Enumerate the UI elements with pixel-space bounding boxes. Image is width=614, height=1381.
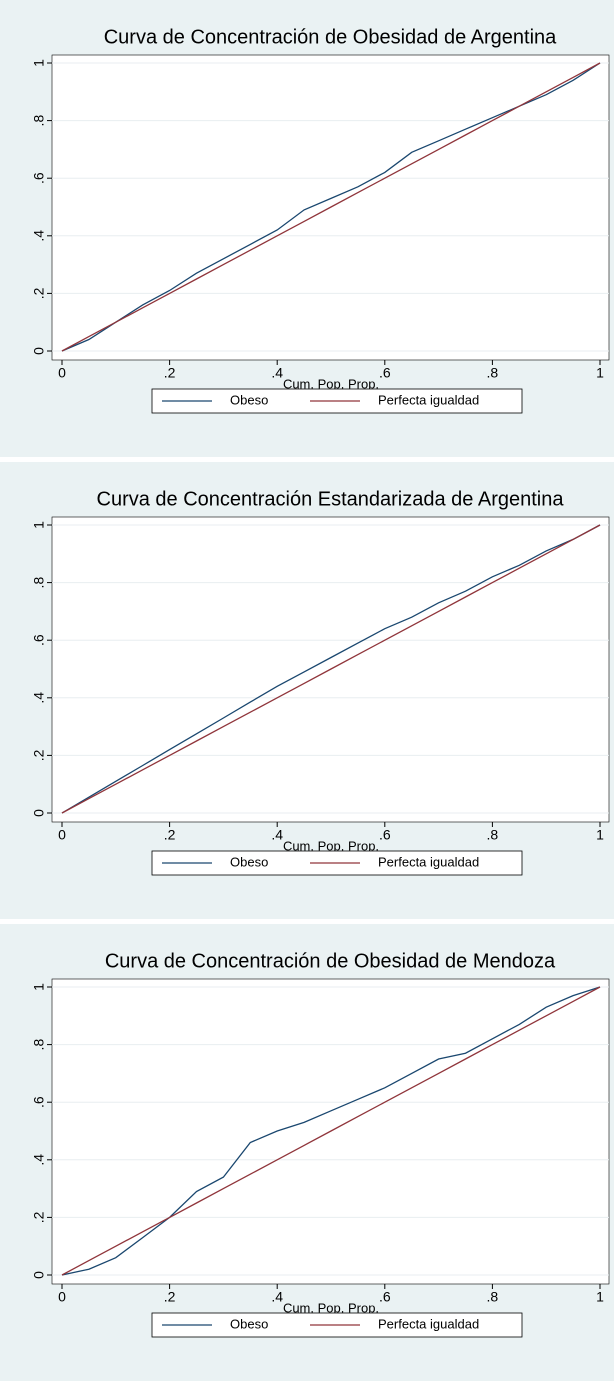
series-line [61,986,601,1276]
x-tick-label: .6 [379,365,391,381]
series-line [61,524,601,814]
x-axis-label: Cum. Pop. Prop. [283,838,379,853]
x-tick-label: .4 [271,1289,283,1305]
legend-label: Obeso [230,392,268,407]
y-tick-label: 0 [31,1271,47,1279]
y-tick-label: .2 [31,749,47,761]
y-tick-label: 1 [31,59,47,67]
y-tick-label: .8 [31,577,47,589]
x-tick-label: .6 [379,1289,391,1305]
y-tick-label: .2 [31,287,47,299]
y-tick-label: .6 [31,1096,47,1108]
x-axis-label: Cum. Pop. Prop. [283,1300,379,1315]
x-tick-label: .8 [487,827,499,843]
x-tick-label: .2 [164,1289,176,1305]
legend-label: Obeso [230,1316,268,1331]
x-tick-label: .2 [164,827,176,843]
x-axis-label: Cum. Pop. Prop. [283,376,379,391]
y-tick-label: .4 [31,230,47,242]
y-tick-label: 1 [31,983,47,991]
series-line [61,524,601,814]
series-line [61,986,601,1276]
y-tick-label: .8 [31,115,47,127]
series-line [61,62,601,352]
x-tick-label: 1 [596,365,604,381]
x-tick-label: 0 [58,1289,66,1305]
y-tick-label: 0 [31,347,47,355]
x-tick-label: .4 [271,827,283,843]
legend-box [151,850,523,876]
x-tick-label: .8 [487,365,499,381]
x-tick-label: 0 [58,827,66,843]
y-tick-label: 0 [31,809,47,817]
y-tick-label: .6 [31,172,47,184]
y-tick-label: .4 [31,1154,47,1166]
legend-label: Perfecta igualdad [378,392,479,407]
x-tick-label: 1 [596,827,604,843]
chart-title: Curva de Concentración de Obesidad de Me… [105,950,556,972]
y-tick-label: .4 [31,692,47,704]
chart-panel: Curva de Concentración de Obesidad de Ar… [0,0,614,457]
legend-label: Perfecta igualdad [378,1316,479,1331]
y-tick-label: 1 [31,521,47,529]
legend-label: Perfecta igualdad [378,854,479,869]
chart-panel: Curva de Concentración de Obesidad de Me… [0,924,614,1381]
chart-title: Curva de Concentración de Obesidad de Ar… [104,26,557,48]
x-tick-label: .4 [271,365,283,381]
legend-label: Obeso [230,854,268,869]
chart-panel: Curva de Concentración Estandarizada de … [0,462,614,919]
series-line [61,62,601,352]
y-tick-label: .2 [31,1211,47,1223]
x-tick-label: 0 [58,365,66,381]
x-tick-label: 1 [596,1289,604,1305]
x-tick-label: .8 [487,1289,499,1305]
x-tick-label: .6 [379,827,391,843]
chart-title: Curva de Concentración Estandarizada de … [97,488,565,510]
y-tick-label: .6 [31,634,47,646]
y-tick-label: .8 [31,1039,47,1051]
x-tick-label: .2 [164,365,176,381]
